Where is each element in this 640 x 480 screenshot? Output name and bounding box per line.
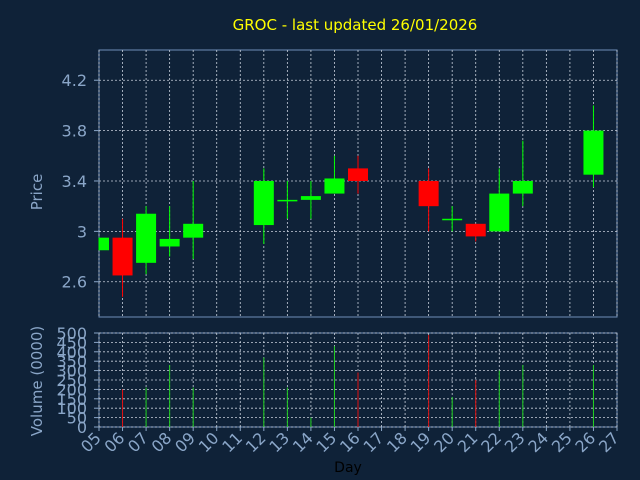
volume-y-tick-label: 50 (67, 409, 87, 428)
price-axis-label: Price (28, 174, 46, 211)
x-tick-label: 27 (595, 428, 623, 456)
candle-body (418, 180, 439, 207)
x-ticks: 0506070809101112131415161718192021222324… (77, 427, 623, 456)
volume-axis-label: Volume (0000) (28, 326, 46, 436)
candle-body (489, 193, 510, 232)
candle (98, 237, 109, 251)
volume-y-tick-label: 100 (56, 399, 87, 418)
candle (583, 105, 604, 188)
candle (159, 206, 180, 257)
candle-body (442, 218, 463, 221)
candle (183, 180, 204, 260)
volume-y-tick-label: 500 (56, 324, 87, 343)
candle (442, 206, 463, 232)
volume-bars (122, 334, 594, 427)
volume-y-tick-label: 350 (56, 352, 87, 371)
volume-y-tick-label: 450 (56, 333, 87, 352)
price-y-tick-label: 2.6 (62, 273, 87, 292)
candle-body (348, 168, 368, 181)
candle (253, 168, 274, 244)
candle (348, 155, 368, 194)
volume-y-tick-label: 250 (56, 371, 87, 390)
candle (489, 168, 510, 232)
candle (324, 155, 345, 194)
candle-body (512, 180, 533, 194)
volume-y-tick-label: 400 (56, 343, 87, 362)
candle (512, 140, 533, 207)
x-axis-label: Day (334, 460, 362, 476)
candle-body (159, 238, 180, 247)
chart-title: GROC - last updated 26/01/2026 (233, 16, 478, 34)
candle-body (253, 180, 274, 226)
volume-y-tick-label: 200 (56, 380, 87, 399)
candle-body (277, 199, 298, 202)
candle (418, 168, 439, 232)
price-y-tick-label: 3.8 (62, 122, 87, 141)
candles (98, 105, 604, 297)
candle (300, 180, 321, 219)
price-y-ticks: 2.6 3 3.4 3.8 4.2 (62, 71, 99, 292)
candle-body (465, 223, 486, 237)
price-y-tick-label: 4.2 (62, 71, 87, 90)
volume-y-tick-label: 150 (56, 390, 87, 409)
candle-body (112, 237, 133, 276)
price-y-tick-label: 3 (77, 222, 87, 241)
candle-body (324, 178, 345, 194)
volume-y-tick-label: 300 (56, 362, 87, 381)
volume-y-tick-label: 0 (77, 418, 87, 437)
candle-body (136, 213, 157, 263)
candle-body (300, 196, 321, 200)
candle (465, 223, 486, 242)
candle-body (583, 130, 604, 175)
candle (112, 218, 133, 297)
candle-body (183, 223, 204, 238)
candle (136, 206, 157, 275)
candle-body (99, 237, 109, 251)
candle (277, 180, 298, 219)
price-y-tick-label: 3.4 (62, 172, 87, 191)
